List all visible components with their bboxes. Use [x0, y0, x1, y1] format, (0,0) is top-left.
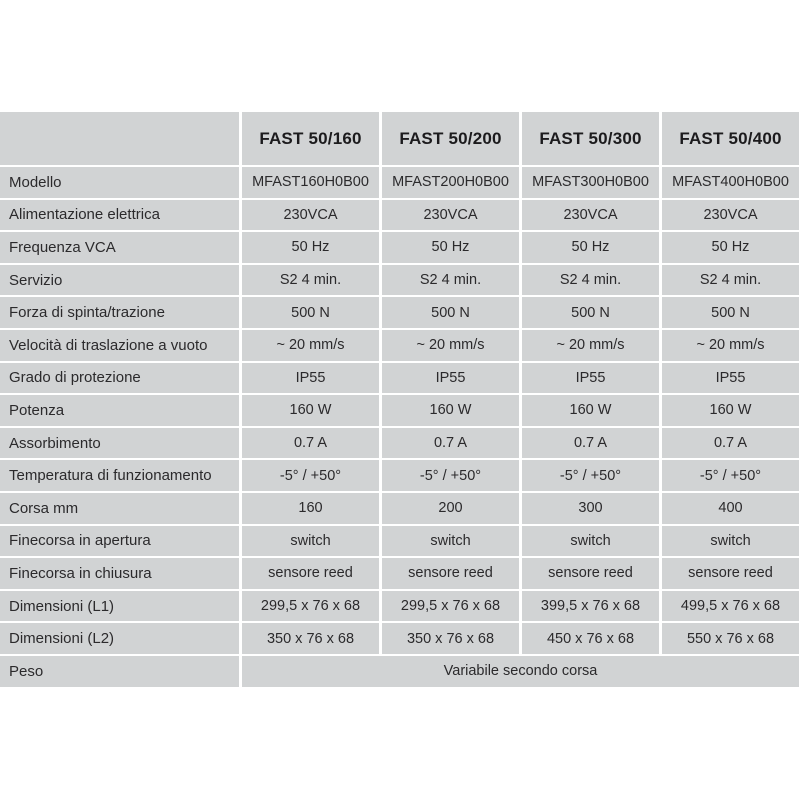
cell-value: 0.7 A [662, 427, 799, 459]
cell-value: IP55 [522, 362, 659, 394]
cell-value: 450 x 76 x 68 [522, 623, 659, 654]
cell-value: -5° / +50° [522, 460, 659, 491]
cell-value: S2 4 min. [382, 264, 519, 296]
table-corner-cell [0, 112, 239, 165]
cell-value: 160 W [382, 395, 519, 426]
cell-value: 299,5 x 76 x 68 [382, 590, 519, 622]
cell-value: 500 N [662, 297, 799, 328]
row-label: Forza di spinta/trazione [0, 297, 239, 328]
row-label: Finecorsa in chiusura [0, 558, 239, 589]
cell-value: Variabile secondo corsa [242, 655, 799, 687]
spec-table: FAST 50/160 FAST 50/200 FAST 50/300 FAST 50… [0, 112, 799, 687]
row-label: Assorbimento [0, 427, 239, 459]
cell-value: switch [522, 525, 659, 557]
cell-value: 399,5 x 76 x 68 [522, 590, 659, 622]
cell-value: 500 N [382, 297, 519, 328]
cell-value: 160 W [242, 395, 379, 426]
cell-value: 230VCA [522, 199, 659, 231]
cell-value: sensore reed [522, 558, 659, 589]
cell-value: switch [662, 525, 799, 557]
cell-value: sensore reed [382, 558, 519, 589]
cell-value: 0.7 A [242, 427, 379, 459]
cell-value: 350 x 76 x 68 [382, 623, 519, 654]
row-label: Dimensioni (L1) [0, 590, 239, 622]
cell-value: 230VCA [382, 199, 519, 231]
cell-value: -5° / +50° [382, 460, 519, 491]
cell-value: 50 Hz [382, 232, 519, 263]
row-label: Frequenza VCA [0, 232, 239, 263]
row-label: Servizio [0, 264, 239, 296]
cell-value: -5° / +50° [242, 460, 379, 491]
row-label: Temperatura di funzionamento [0, 460, 239, 491]
cell-value: 160 [242, 492, 379, 524]
cell-value: 400 [662, 492, 799, 524]
cell-value: sensore reed [662, 558, 799, 589]
cell-value: switch [382, 525, 519, 557]
row-label: Finecorsa in apertura [0, 525, 239, 557]
cell-value: S2 4 min. [522, 264, 659, 296]
cell-value: MFAST400H0B00 [662, 167, 799, 198]
cell-value: MFAST160H0B00 [242, 167, 379, 198]
cell-value: ~ 20 mm/s [382, 329, 519, 361]
row-label: Peso [0, 655, 239, 687]
cell-value: 500 N [522, 297, 659, 328]
column-header: FAST 50/160 [242, 112, 379, 165]
cell-value: ~ 20 mm/s [662, 329, 799, 361]
column-header: FAST 50/200 [382, 112, 519, 165]
cell-value: 499,5 x 76 x 68 [662, 590, 799, 622]
row-label: Corsa mm [0, 492, 239, 524]
row-label: Grado di protezione [0, 362, 239, 394]
column-header: FAST 50/400 [662, 112, 799, 165]
cell-value: 230VCA [242, 199, 379, 231]
cell-value: IP55 [242, 362, 379, 394]
cell-value: 299,5 x 76 x 68 [242, 590, 379, 622]
cell-value: IP55 [662, 362, 799, 394]
cell-value: ~ 20 mm/s [242, 329, 379, 361]
row-label: Velocità di traslazione a vuoto [0, 329, 239, 361]
row-label: Modello [0, 167, 239, 198]
row-label: Potenza [0, 395, 239, 426]
cell-value: 500 N [242, 297, 379, 328]
row-label: Dimensioni (L2) [0, 623, 239, 654]
column-header: FAST 50/300 [522, 112, 659, 165]
cell-value: 160 W [662, 395, 799, 426]
cell-value: ~ 20 mm/s [522, 329, 659, 361]
cell-value: S2 4 min. [662, 264, 799, 296]
cell-value: IP55 [382, 362, 519, 394]
cell-value: MFAST300H0B00 [522, 167, 659, 198]
cell-value: sensore reed [242, 558, 379, 589]
cell-value: 50 Hz [522, 232, 659, 263]
cell-value: 50 Hz [242, 232, 379, 263]
cell-value: MFAST200H0B00 [382, 167, 519, 198]
cell-value: 230VCA [662, 199, 799, 231]
cell-value: 550 x 76 x 68 [662, 623, 799, 654]
cell-value: 200 [382, 492, 519, 524]
cell-value: switch [242, 525, 379, 557]
cell-value: 300 [522, 492, 659, 524]
cell-value: 50 Hz [662, 232, 799, 263]
cell-value: S2 4 min. [242, 264, 379, 296]
cell-value: -5° / +50° [662, 460, 799, 491]
cell-value: 0.7 A [522, 427, 659, 459]
cell-value: 0.7 A [382, 427, 519, 459]
row-label: Alimentazione elettrica [0, 199, 239, 231]
cell-value: 350 x 76 x 68 [242, 623, 379, 654]
cell-value: 160 W [522, 395, 659, 426]
